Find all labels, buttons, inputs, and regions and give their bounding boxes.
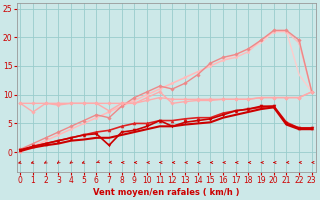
X-axis label: Vent moyen/en rafales ( km/h ): Vent moyen/en rafales ( km/h ) (93, 188, 239, 197)
